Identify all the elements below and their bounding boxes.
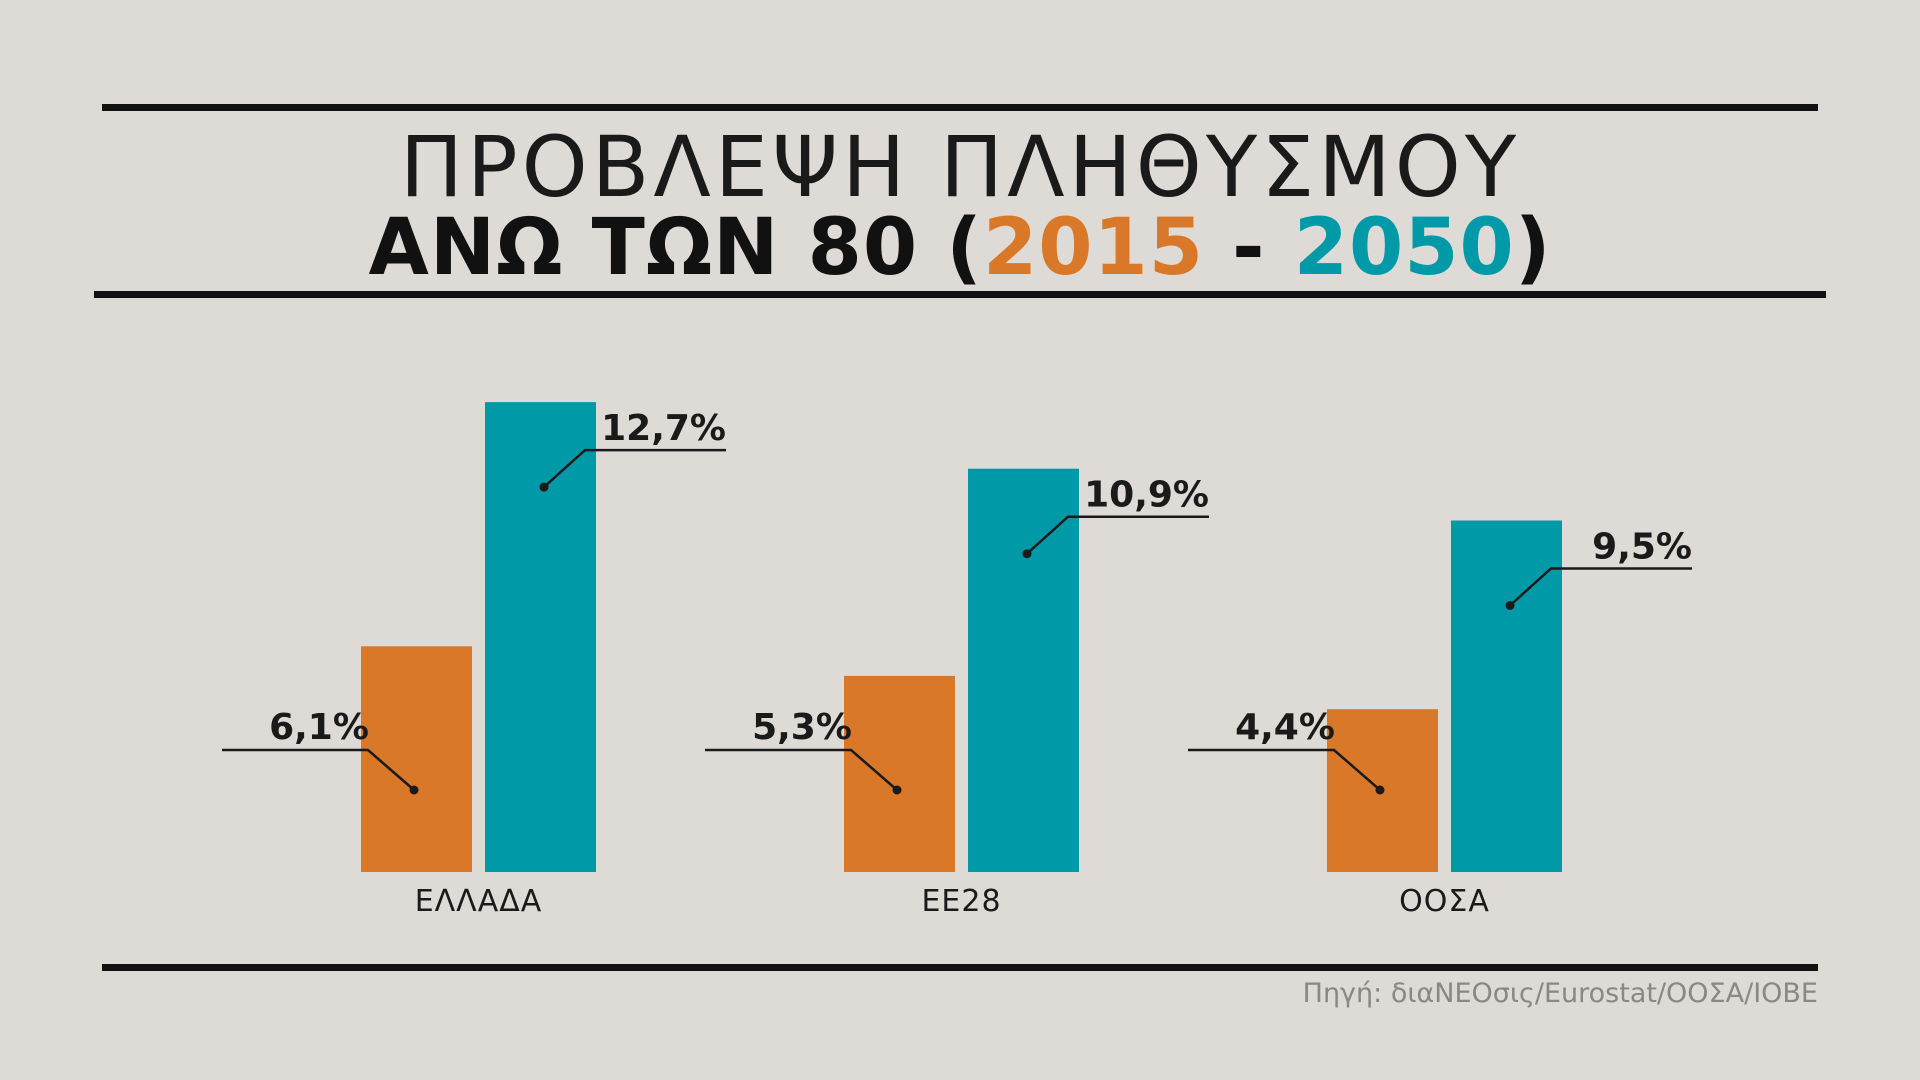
value-label-2050-2: 9,5% [1592, 527, 1692, 568]
bar-2050-2 [1451, 520, 1562, 872]
callout-dot-2015-0 [409, 785, 419, 795]
callout-line-2050-2 [1509, 567, 1692, 607]
bar-2015-1 [844, 675, 955, 872]
value-label-2015-2: 4,4% [1235, 707, 1335, 748]
title-prefix: ΑΝΩ ΤΩΝ 80 ( [368, 203, 983, 293]
value-label-2015-1: 5,3% [752, 707, 852, 748]
callout-line-2015-2 [1188, 748, 1381, 791]
callout-dot-2050-0 [539, 482, 549, 492]
callout-line-2050-0 [543, 448, 726, 489]
chart-title-line-1: ΠΡΟΒΛΕΨΗ ΠΛΗΘΥΣΜΟΥ [399, 118, 1521, 216]
title-underline-rule [94, 291, 1826, 298]
title-year-2050: 2050 [1293, 203, 1515, 293]
bar-2050-1 [968, 468, 1079, 872]
title-suffix: ) [1514, 203, 1552, 293]
value-label-2050-0: 12,7% [601, 408, 726, 449]
callout-line-2050-1 [1026, 515, 1209, 555]
callout-dot-2050-1 [1022, 549, 1032, 559]
callout-dot-2015-1 [892, 785, 902, 795]
title-dash: - [1204, 203, 1294, 293]
bar-2050-0 [485, 402, 596, 872]
callout-dot-2015-2 [1375, 785, 1385, 795]
callout-dot-2050-2 [1505, 601, 1515, 610]
value-label-2050-1: 10,9% [1084, 475, 1209, 516]
top-rule [102, 104, 1818, 111]
category-label-1: ΕΕ28 [921, 884, 1001, 919]
chart-title-line-2: ΑΝΩ ΤΩΝ 80 (2015 - 2050) [0, 203, 1920, 293]
title-year-2015: 2015 [982, 203, 1205, 293]
callout-line-2015-1 [705, 748, 898, 791]
category-label-2: ΟΟΣΑ [1399, 884, 1490, 919]
value-label-2015-0: 6,1% [269, 707, 369, 748]
callout-line-2015-0 [222, 748, 415, 791]
source-note: Πηγή: διαΝΕΟσις/Eurostat/ΟΟΣΑ/IOBE [1302, 978, 1818, 1009]
category-label-0: ΕΛΛΑΔΑ [415, 884, 543, 919]
bottom-rule [102, 964, 1818, 971]
